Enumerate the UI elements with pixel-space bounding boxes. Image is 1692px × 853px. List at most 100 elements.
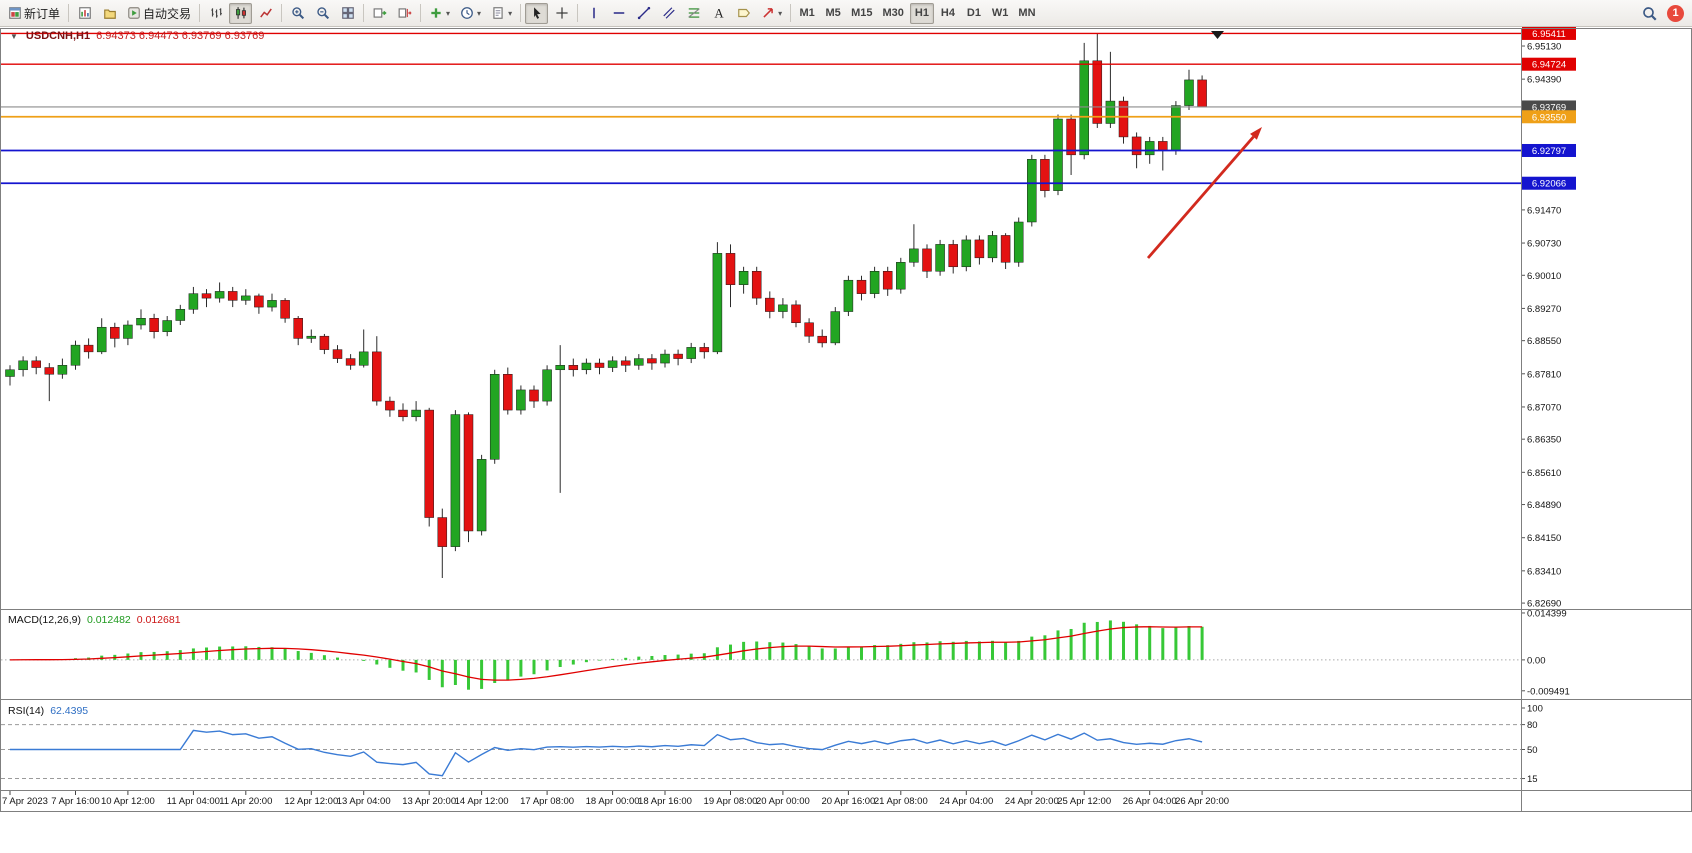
price-line-label-box — [1522, 57, 1576, 71]
zoom-out-button[interactable] — [311, 3, 334, 24]
indicators-button[interactable]: ▾ — [425, 3, 454, 24]
shapes-icon — [761, 6, 775, 20]
new-order-button[interactable]: 新订单 — [4, 3, 64, 24]
notification-badge[interactable]: 1 — [1667, 4, 1684, 22]
candle — [1027, 159, 1037, 223]
cursor-button[interactable] — [525, 2, 549, 24]
templates-button[interactable]: ▾ — [487, 3, 516, 24]
time-axis-label: 26 Apr 04:00 — [1123, 796, 1177, 807]
candle — [1092, 60, 1103, 124]
rsi-tick-label: 100 — [1527, 704, 1543, 715]
candle — [476, 459, 487, 532]
profiles-button[interactable] — [98, 3, 121, 24]
candle — [424, 409, 434, 518]
auto-scroll-button[interactable] — [368, 3, 391, 24]
new-order-icon — [8, 6, 22, 20]
toolbar-separator — [577, 4, 579, 22]
channel-icon — [662, 6, 676, 20]
timeframe-h4-button[interactable]: H4 — [936, 3, 960, 24]
label-button[interactable] — [732, 3, 755, 24]
candle — [162, 320, 172, 332]
price-tick-label: 6.84890 — [1527, 500, 1561, 511]
rsi-tick-label: 80 — [1527, 720, 1538, 731]
hline-icon — [612, 6, 626, 20]
symbol-marker-icon[interactable]: ▼ — [10, 32, 18, 41]
candle — [555, 365, 565, 371]
timeframe-m15-button[interactable]: M15 — [847, 3, 876, 24]
price-line-label: 6.93769 — [1532, 102, 1566, 113]
toolbar: 新订单 自动交易 ▾ ▾ ▾ A ▾ M1 M5 M15 M30 H1 H4 D1 W1 MN 1 — [0, 0, 1692, 27]
chart-shift-button[interactable] — [393, 3, 416, 24]
candle — [267, 300, 277, 308]
search-button[interactable] — [1638, 3, 1661, 24]
bar-chart-button[interactable] — [204, 3, 227, 24]
candle — [738, 271, 749, 285]
candle — [830, 311, 841, 344]
search-icon — [1642, 6, 1657, 21]
toolbar-separator — [68, 4, 70, 22]
arrow-head-icon — [1250, 127, 1262, 140]
candlestick-chart-button[interactable] — [229, 2, 253, 24]
price-tick-label: 6.90010 — [1527, 271, 1561, 282]
time-axis-label: 7 Apr 2023 — [2, 796, 48, 807]
candle — [227, 291, 238, 301]
candle — [57, 365, 68, 375]
text-button[interactable]: A — [707, 3, 730, 24]
timeframe-h1-button[interactable]: H1 — [909, 2, 934, 24]
horizontal-line-button[interactable] — [607, 3, 630, 24]
fibonacci-button[interactable] — [682, 3, 705, 24]
toolbar-separator — [281, 4, 283, 22]
candle — [516, 389, 526, 411]
charts-button[interactable] — [73, 3, 96, 24]
timeframe-m1-button[interactable]: M1 — [795, 3, 819, 24]
tile-windows-button[interactable] — [336, 3, 359, 24]
shapes-button[interactable]: ▾ — [757, 3, 786, 24]
candle — [1013, 221, 1024, 263]
periods-button[interactable]: ▾ — [456, 3, 485, 24]
rsi-pane: 100 80 50 15 — [1, 704, 1543, 785]
toolbar-separator — [199, 4, 201, 22]
toolbar-separator — [790, 4, 792, 22]
candle — [254, 295, 264, 308]
candle — [673, 353, 683, 359]
candle — [385, 400, 395, 411]
vertical-line-button[interactable] — [582, 3, 605, 24]
channel-button[interactable] — [657, 3, 680, 24]
time-axis-label: 25 Apr 12:00 — [1057, 796, 1111, 807]
trendline-button[interactable] — [632, 3, 655, 24]
time-axis-label: 18 Apr 00:00 — [586, 796, 640, 807]
timeframe-w1-button[interactable]: W1 — [988, 3, 1013, 24]
candle — [188, 293, 199, 310]
candle — [136, 318, 146, 326]
time-axis-label: 18 Apr 16:00 — [638, 796, 692, 807]
rsi-tick-label: 15 — [1527, 774, 1538, 785]
macd-label: MACD(12,26,9) 0.012482 0.012681 — [8, 614, 181, 626]
zoom-out-icon — [316, 6, 330, 20]
timeframe-d1-button[interactable]: D1 — [962, 3, 986, 24]
timeframe-m5-button[interactable]: M5 — [821, 3, 845, 24]
candle — [1040, 159, 1050, 191]
crosshair-button[interactable] — [550, 3, 573, 24]
price-line-label-box — [1522, 100, 1576, 114]
candle — [778, 304, 788, 312]
candle — [1158, 141, 1168, 151]
candle — [856, 279, 867, 294]
zoom-in-button[interactable] — [286, 3, 309, 24]
candle — [765, 297, 775, 312]
candlestick-chart[interactable]: 6.95130 6.94390 6.91470 6.90730 6.90010 6.892… — [0, 26, 1692, 853]
trend-arrow-annotation[interactable] — [1146, 127, 1262, 259]
candle — [1053, 118, 1063, 191]
candle — [241, 295, 251, 301]
chart-shift-marker[interactable] — [1211, 31, 1224, 39]
price-tick-label: 6.83410 — [1527, 566, 1561, 577]
auto-trading-button[interactable]: 自动交易 — [123, 3, 195, 24]
timeframe-mn-button[interactable]: MN — [1014, 3, 1039, 24]
candle — [44, 367, 55, 375]
dropdown-arrow-icon: ▾ — [477, 8, 482, 18]
candle — [869, 271, 880, 294]
candle — [1118, 100, 1129, 138]
candle — [725, 253, 736, 285]
timeframe-m30-button[interactable]: M30 — [879, 3, 908, 24]
line-chart-button[interactable] — [254, 3, 277, 24]
